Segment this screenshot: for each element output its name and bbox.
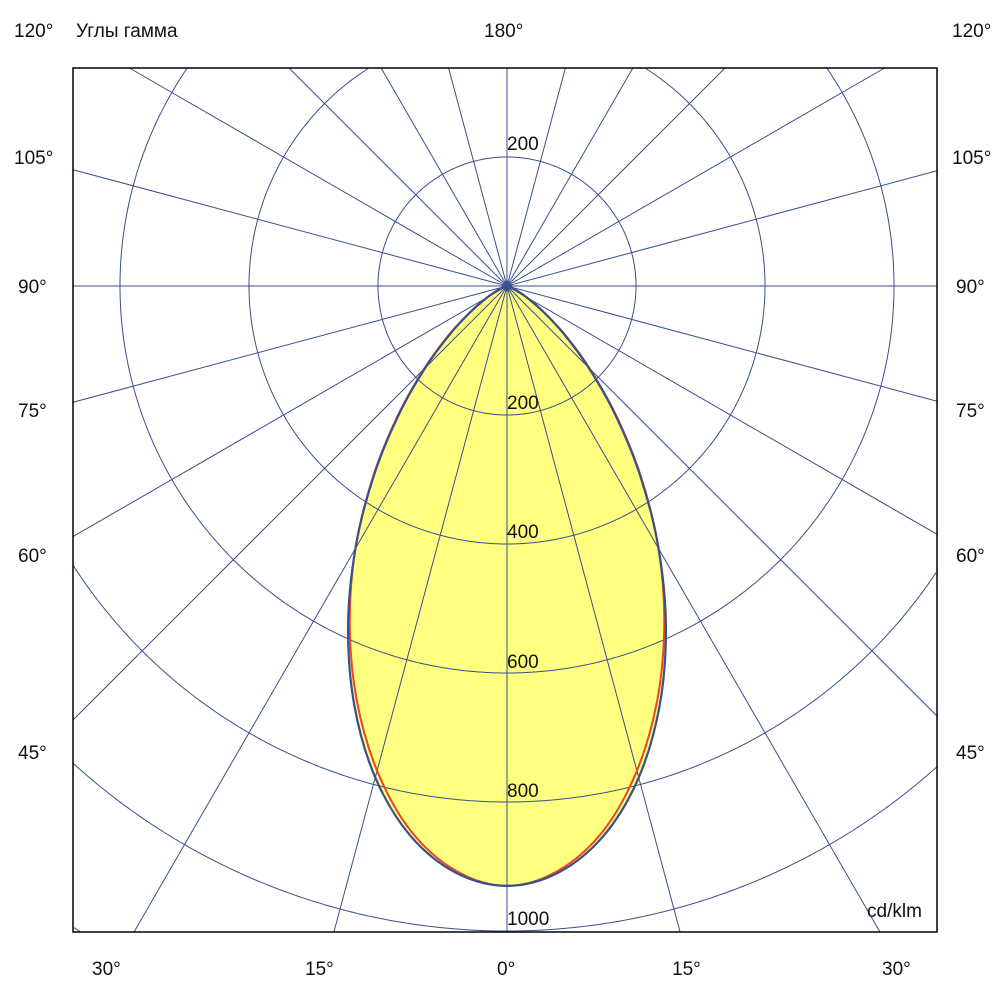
grid-radial-line	[506, 67, 885, 287]
bottom-angle-label: 30°	[92, 959, 121, 980]
top-left-angle-label: 120°	[14, 21, 53, 42]
ring-label: 200	[507, 393, 539, 414]
right-angle-label: 60°	[956, 546, 985, 567]
intensity-curves	[346, 280, 668, 887]
right-angle-label: 90°	[956, 277, 985, 298]
ring-label: 600	[507, 652, 539, 673]
grid-radial-line	[506, 285, 938, 535]
intensity-curve-blue	[346, 284, 668, 887]
grid-ring	[72, 564, 937, 803]
grid-radial-line	[506, 67, 566, 287]
right-angle-label: 75°	[956, 401, 985, 422]
grid-radial-line	[506, 67, 726, 287]
unit-label: cd/klm	[867, 901, 922, 922]
grid-radial-line	[506, 285, 881, 933]
top-right-angle-label: 120°	[952, 21, 991, 42]
grid-radial-line	[506, 67, 634, 287]
grid-radial-line	[129, 67, 508, 287]
bottom-angle-label: 30°	[882, 959, 911, 980]
top-center-angle-label: 180°	[484, 21, 523, 42]
grid-radial-line	[288, 67, 508, 287]
grid-radial-line	[72, 285, 508, 721]
grid-radial-line	[72, 169, 508, 287]
grid-radial-line	[506, 285, 938, 402]
grid-radial-line	[333, 285, 508, 933]
right-angle-label: 45°	[956, 743, 985, 764]
center-marker	[501, 280, 513, 292]
ring-label: 800	[507, 781, 539, 802]
bottom-angle-label: 15°	[672, 959, 701, 980]
grid-radial-line	[506, 285, 681, 933]
grid-ring	[73, 927, 81, 932]
grid-ring	[248, 67, 766, 545]
grid-radial-line	[72, 285, 508, 403]
right-angle-label: 105°	[952, 148, 991, 169]
grid-radial-line	[506, 170, 938, 287]
grid-radial-line	[72, 285, 508, 538]
left-angle-label: 75°	[18, 401, 47, 422]
chart-title: Углы гамма	[76, 21, 178, 42]
grid-radial-line	[133, 285, 508, 933]
left-angle-label: 105°	[14, 148, 53, 169]
grid-radial-line	[506, 285, 938, 717]
bottom-angle-label: 0°	[497, 959, 515, 980]
grid-radial-line	[380, 67, 508, 287]
plot-frame	[72, 67, 938, 933]
grid-ring	[72, 763, 937, 932]
left-angle-label: 45°	[18, 743, 47, 764]
ring-label-upper: 200	[507, 134, 539, 155]
ring-label: 400	[507, 522, 539, 543]
grid-radial-line	[448, 67, 508, 287]
grid-ring	[119, 67, 895, 674]
bottom-angle-label: 15°	[305, 959, 334, 980]
ring-label: 1000	[507, 909, 549, 930]
left-angle-label: 60°	[18, 546, 47, 567]
polar-grid	[72, 67, 938, 933]
left-angle-label: 90°	[18, 277, 47, 298]
